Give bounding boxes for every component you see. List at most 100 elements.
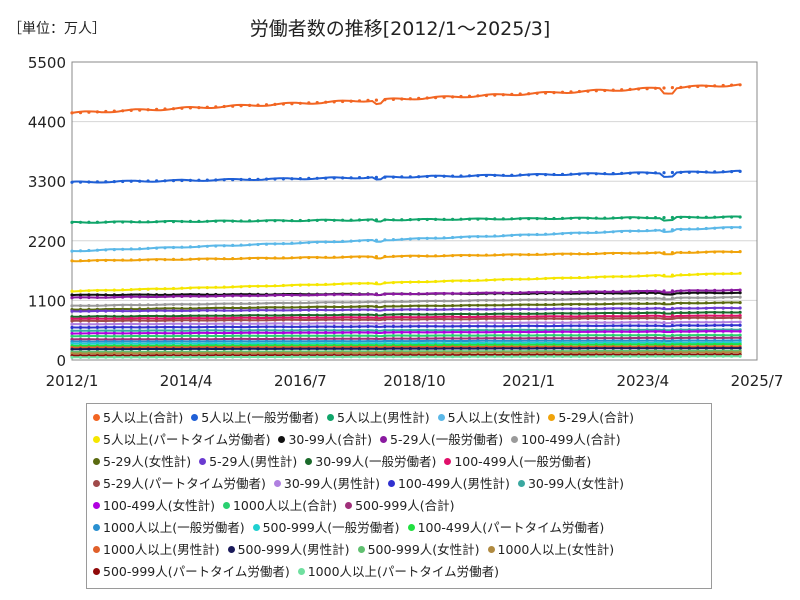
series-point xyxy=(374,337,378,341)
series-point xyxy=(222,244,226,248)
series-point xyxy=(112,322,116,326)
series-point xyxy=(518,303,522,307)
legend-entry: 5人以上(パートタイム労働者) xyxy=(93,433,270,447)
series-point xyxy=(180,219,184,224)
series-point xyxy=(670,251,675,255)
series-point xyxy=(315,321,319,325)
series-point xyxy=(586,290,590,294)
series-point xyxy=(205,318,209,322)
series-point xyxy=(730,306,734,310)
series-point xyxy=(510,330,514,334)
series-point xyxy=(594,89,598,93)
series-point xyxy=(687,227,691,231)
series-point xyxy=(155,339,159,343)
series-point xyxy=(391,317,395,321)
series-point xyxy=(501,351,505,355)
series-point xyxy=(467,253,472,257)
series-point xyxy=(205,314,209,318)
series-point xyxy=(620,274,624,279)
series-point xyxy=(273,337,277,341)
series-point xyxy=(256,301,260,305)
series-point xyxy=(383,304,387,308)
series-point xyxy=(357,328,362,332)
series-point xyxy=(332,176,336,180)
series-point xyxy=(687,215,691,219)
series-point xyxy=(197,178,201,182)
series-point xyxy=(662,320,666,324)
series-point xyxy=(307,283,311,287)
series-point xyxy=(586,297,590,301)
series-point xyxy=(476,351,480,355)
series-point xyxy=(730,314,734,318)
series-point xyxy=(493,298,497,302)
legend-entry: 100-499人(一般労働者) xyxy=(444,455,591,469)
series-point xyxy=(594,275,598,279)
series-point xyxy=(87,289,91,293)
series-point xyxy=(281,219,285,223)
series-point xyxy=(298,334,302,338)
series-point xyxy=(391,324,395,328)
series-point xyxy=(366,355,370,359)
series-point xyxy=(484,339,488,343)
series-point xyxy=(484,330,488,334)
series-point xyxy=(171,325,176,329)
series-point xyxy=(721,338,725,343)
series-point xyxy=(569,311,573,315)
legend-entry: 1000人以上(男性計) xyxy=(93,543,220,557)
series-point xyxy=(577,333,582,337)
series-point xyxy=(374,339,378,343)
series-point xyxy=(78,334,83,338)
series-point xyxy=(620,289,624,293)
series-point xyxy=(264,306,269,310)
series-point xyxy=(349,321,353,325)
series-point xyxy=(138,355,142,359)
series-point xyxy=(594,336,598,340)
series-point xyxy=(357,339,362,343)
series-point xyxy=(315,283,319,287)
series-point xyxy=(577,216,582,220)
series-point xyxy=(366,337,370,341)
series-point xyxy=(721,288,725,292)
series-point xyxy=(315,325,319,329)
legend-label: 500-999人(合計) xyxy=(355,498,455,513)
series-point xyxy=(603,320,607,325)
series-point xyxy=(476,217,480,221)
series-point xyxy=(104,325,108,329)
series-point xyxy=(721,333,725,337)
series-point xyxy=(205,347,209,351)
series-point xyxy=(569,324,573,328)
series-point xyxy=(738,301,742,305)
series-point xyxy=(155,331,159,335)
series-point xyxy=(391,97,395,101)
series-point xyxy=(501,278,505,282)
series-point xyxy=(569,354,573,359)
series-point xyxy=(307,176,311,180)
series-point xyxy=(611,351,615,355)
series-point xyxy=(730,338,734,343)
series-point xyxy=(577,307,582,311)
series-point xyxy=(594,346,598,350)
series-point xyxy=(637,229,641,233)
series-point xyxy=(264,284,269,288)
series-point xyxy=(112,351,116,355)
legend-entry: 5人以上(男性計) xyxy=(326,411,430,425)
series-point xyxy=(713,316,717,320)
series-point xyxy=(357,176,362,180)
series-point xyxy=(332,337,336,341)
series-point xyxy=(78,289,83,293)
series-point xyxy=(104,329,108,333)
series-point xyxy=(70,289,74,293)
series-point xyxy=(188,355,192,359)
series-point xyxy=(298,316,302,320)
series-point xyxy=(70,322,74,326)
series-point xyxy=(231,243,235,247)
series-point xyxy=(560,330,565,334)
series-point xyxy=(687,329,691,333)
series-point xyxy=(544,303,548,307)
series-point xyxy=(721,215,725,219)
series-point xyxy=(374,351,378,355)
series-point xyxy=(451,346,455,351)
series-point xyxy=(738,354,742,358)
series-point xyxy=(197,257,201,261)
series-point xyxy=(544,307,548,311)
